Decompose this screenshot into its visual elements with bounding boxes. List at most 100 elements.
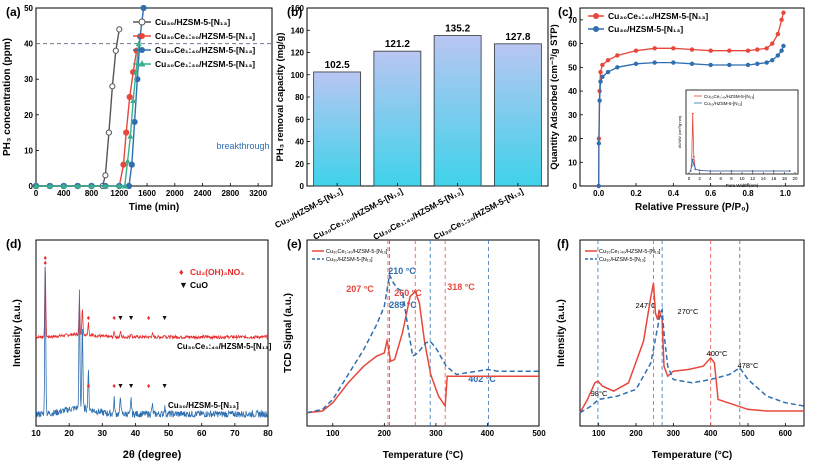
data-point	[88, 183, 95, 189]
y-axis-label-c: Quantity Adsorbed (cm⁻³/g STP)	[549, 24, 560, 170]
y-tick-label: 10	[24, 146, 33, 155]
x-tick-label: 60	[197, 428, 207, 438]
y-tick-label: 0	[29, 182, 34, 191]
bar-value-label: 127.8	[505, 32, 530, 43]
inset-x-tick-label: 10	[739, 176, 745, 181]
legend-label-c-2: Cu₃₀/HZSM-5-[N₁₃]	[608, 24, 683, 34]
data-point	[121, 183, 128, 189]
legend-c: Cu₃₀Ce₁:₄₀/HZSM-5-[N₁₃] Cu₃₀/HZSM-5-[N₁₃…	[588, 11, 708, 34]
peak-label: 318 °C	[447, 282, 475, 292]
bar	[493, 43, 542, 187]
data-point	[671, 60, 676, 65]
data-point	[652, 60, 657, 65]
x-axis-label-d: 2θ (degree)	[123, 449, 182, 461]
tpd-curve-2	[579, 307, 805, 414]
hydroxynitrate-marker: ♦	[87, 383, 91, 390]
x-tick-label: 1600	[138, 189, 156, 198]
data-point	[727, 62, 732, 68]
inset-x-tick-label: 8	[730, 176, 733, 181]
y-axis-label-d: Intensity (a.u.)	[12, 299, 23, 367]
y-tick-label: 40	[24, 40, 33, 49]
y-ticks-c: 0 10 20 30 40 50 60 70	[568, 16, 583, 191]
panel-letter-c: (c)	[558, 5, 573, 19]
legend-label-d-1: Cu₂(OH)₃NO₃	[190, 267, 244, 277]
x-tick-label: 100	[326, 429, 340, 438]
panel-f: (f) 100 200 300 400 500 600 Temperature (°C) …	[556, 237, 805, 461]
data-point	[600, 74, 605, 80]
cuo-marker: ▼	[117, 383, 124, 390]
x-tick-label: 0.6	[705, 189, 717, 198]
data-point	[764, 60, 769, 65]
legend-label-a-1: Cu₃₀/HZSM-5-[N₁₃]	[155, 17, 230, 27]
y-tick-label: 60	[295, 115, 304, 124]
x-ticks-e: 100 200 300 400 500	[326, 423, 546, 438]
axes-frame-f	[579, 239, 805, 427]
series-e	[306, 272, 539, 414]
inset-point	[691, 112, 694, 115]
legend-label-d-2: CuO	[190, 280, 208, 290]
inset-point	[692, 163, 695, 166]
trace-label-d-1: Cu₃₀Ce₁:₄₀/HZSM-5-[N₁₃]	[177, 342, 272, 351]
legend-f: Cu₃₀Ce₁:₄₀/HZSM-5-[N₁₃] Cu₃₀/HZSM-5-[N₁₃…	[585, 249, 661, 263]
data-point	[140, 4, 147, 12]
panel-letter-d: (d)	[6, 237, 21, 251]
data-point	[779, 17, 784, 23]
legend-marker-c-2	[593, 26, 599, 32]
y-tick-label: 50	[24, 4, 33, 13]
y-tick-label: 30	[568, 111, 577, 120]
data-point	[598, 69, 603, 75]
panel-e: (e) 100 200 300 400 500 Temperature (°C) TCD…	[283, 237, 546, 461]
data-point	[124, 158, 131, 164]
x-ticks-a: 0 400 800 1200 1600 2000 2400 2800 3200	[34, 183, 268, 198]
legend-marker-a-2	[139, 33, 145, 39]
y-ticks-b: 0 20 40 60 80 100 120 140 160	[291, 4, 310, 191]
legend-label-f-2: Cu₃₀/HZSM-5-[N₁₃]	[599, 257, 646, 263]
data-point	[689, 47, 695, 52]
cuo-marker: ▼	[161, 315, 168, 322]
y-tick-label: 80	[295, 93, 304, 102]
x-tick-label: 2800	[221, 189, 239, 198]
peak-label: 260 °C	[394, 288, 422, 298]
data-point	[781, 43, 786, 49]
x-tick-label: 600	[779, 429, 793, 438]
series-line-a-1	[36, 29, 120, 187]
series-a	[32, 4, 147, 190]
legend-label-c-1: Cu₃₀Ce₁:₄₀/HZSM-5-[N₁₃]	[608, 11, 708, 21]
y-axis-label-f: Intensity (a.u.)	[556, 299, 567, 367]
legend-marker-c-1	[593, 13, 599, 19]
inset-legend-label-2: Cu₃₀/HZSM-5-[N₁₃]	[704, 101, 742, 106]
x-ticks-f: 100 200 300 400 500 600	[592, 423, 793, 438]
cuo-marker: ▼	[128, 383, 135, 390]
x-ticks-c: 0.0 0.2 0.4 0.6 0.8 1.0	[593, 183, 791, 198]
legend-label-a-2: Cu₃₀Ce₁:₅₀/HZSM-5-[N₁₃]	[155, 31, 255, 41]
bars-b: 102.5Cu₃₀/HZSM-5-[N₁₃]121.2Cu₃₀Ce₁:₅₀/HZ…	[273, 24, 542, 242]
y-tick-label: 10	[568, 158, 577, 167]
x-tick-label: 2400	[194, 189, 212, 198]
data-point	[597, 98, 602, 103]
x-ticks-d: 10 20 30 40 50 60 70 80	[31, 423, 273, 438]
axes-frame-a	[35, 7, 273, 187]
hydroxynitrate-marker: ♦	[43, 260, 47, 267]
data-point	[74, 183, 81, 189]
peak-label: 247°C	[636, 301, 658, 310]
bar-value-label: 102.5	[325, 60, 350, 71]
inset-point	[730, 170, 733, 172]
x-tick-label: 20	[64, 428, 74, 438]
inset-x-tick-label: 4	[709, 176, 712, 181]
data-point	[671, 46, 676, 51]
inset-point	[788, 170, 791, 172]
hydroxynitrate-marker: ♦	[147, 383, 151, 390]
data-point	[596, 141, 602, 146]
data-point	[102, 172, 109, 179]
y-axis-label-b: PH₃ removal capacity (mg/g)	[275, 33, 286, 162]
inset-x-ticks-c: 0 2 4 6 8 10 12 14 16 18 20	[688, 172, 798, 181]
x-tick-label: 0.4	[668, 189, 680, 198]
inset-x-tick-label: 16	[771, 176, 777, 181]
x-tick-label: 0.2	[630, 189, 642, 198]
panel-letter-a: (a)	[6, 5, 21, 19]
data-point	[598, 79, 603, 84]
bar	[373, 50, 422, 187]
x-tick-label: 800	[85, 189, 99, 198]
bar-value-label: 121.2	[385, 39, 410, 50]
